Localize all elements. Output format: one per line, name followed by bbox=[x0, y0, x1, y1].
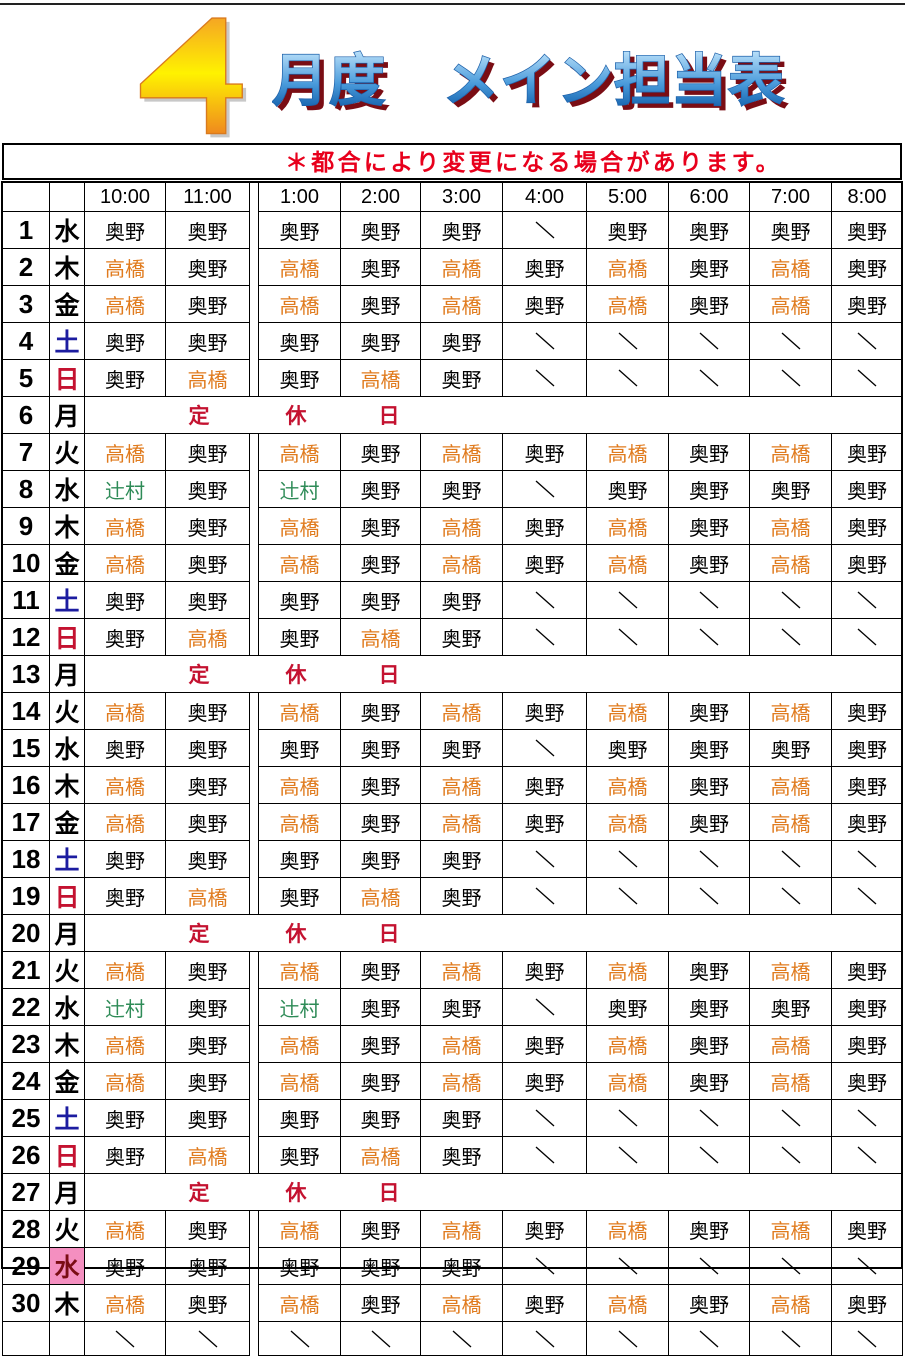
svg-text:月度 メイン担当表: 月度 メイン担当表 bbox=[272, 49, 785, 112]
